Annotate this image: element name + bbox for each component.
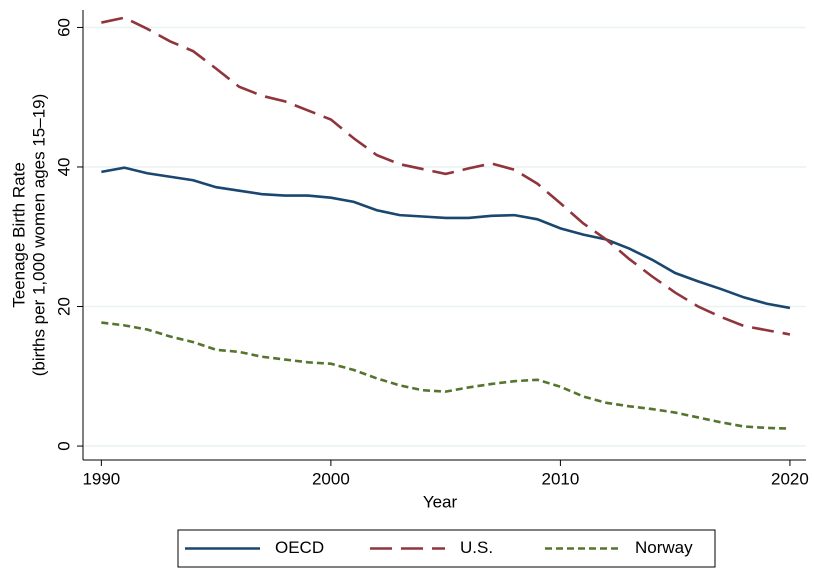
x-tick-label: 2000 <box>312 469 350 488</box>
y-tick-label: 20 <box>54 297 73 316</box>
y-tick-label: 0 <box>54 441 73 450</box>
x-tick-label: 1990 <box>82 469 120 488</box>
legend-label: U.S. <box>460 538 493 557</box>
y-axis-title: Teenage Birth Rate <box>9 162 28 308</box>
x-tick-label: 2020 <box>771 469 809 488</box>
y-tick-label: 60 <box>54 18 73 37</box>
series-line <box>101 321 790 430</box>
legend-box <box>177 529 716 568</box>
x-axis-title: Year <box>423 492 458 511</box>
legend-label: Norway <box>635 538 693 557</box>
x-tick-label: 2010 <box>541 469 579 488</box>
legend-label: OECD <box>275 538 324 557</box>
series-line <box>101 16 791 336</box>
series-line <box>101 166 791 310</box>
y-tick-label: 40 <box>54 158 73 177</box>
y-axis-title: (births per 1,000 women ages 15–19) <box>29 94 48 377</box>
